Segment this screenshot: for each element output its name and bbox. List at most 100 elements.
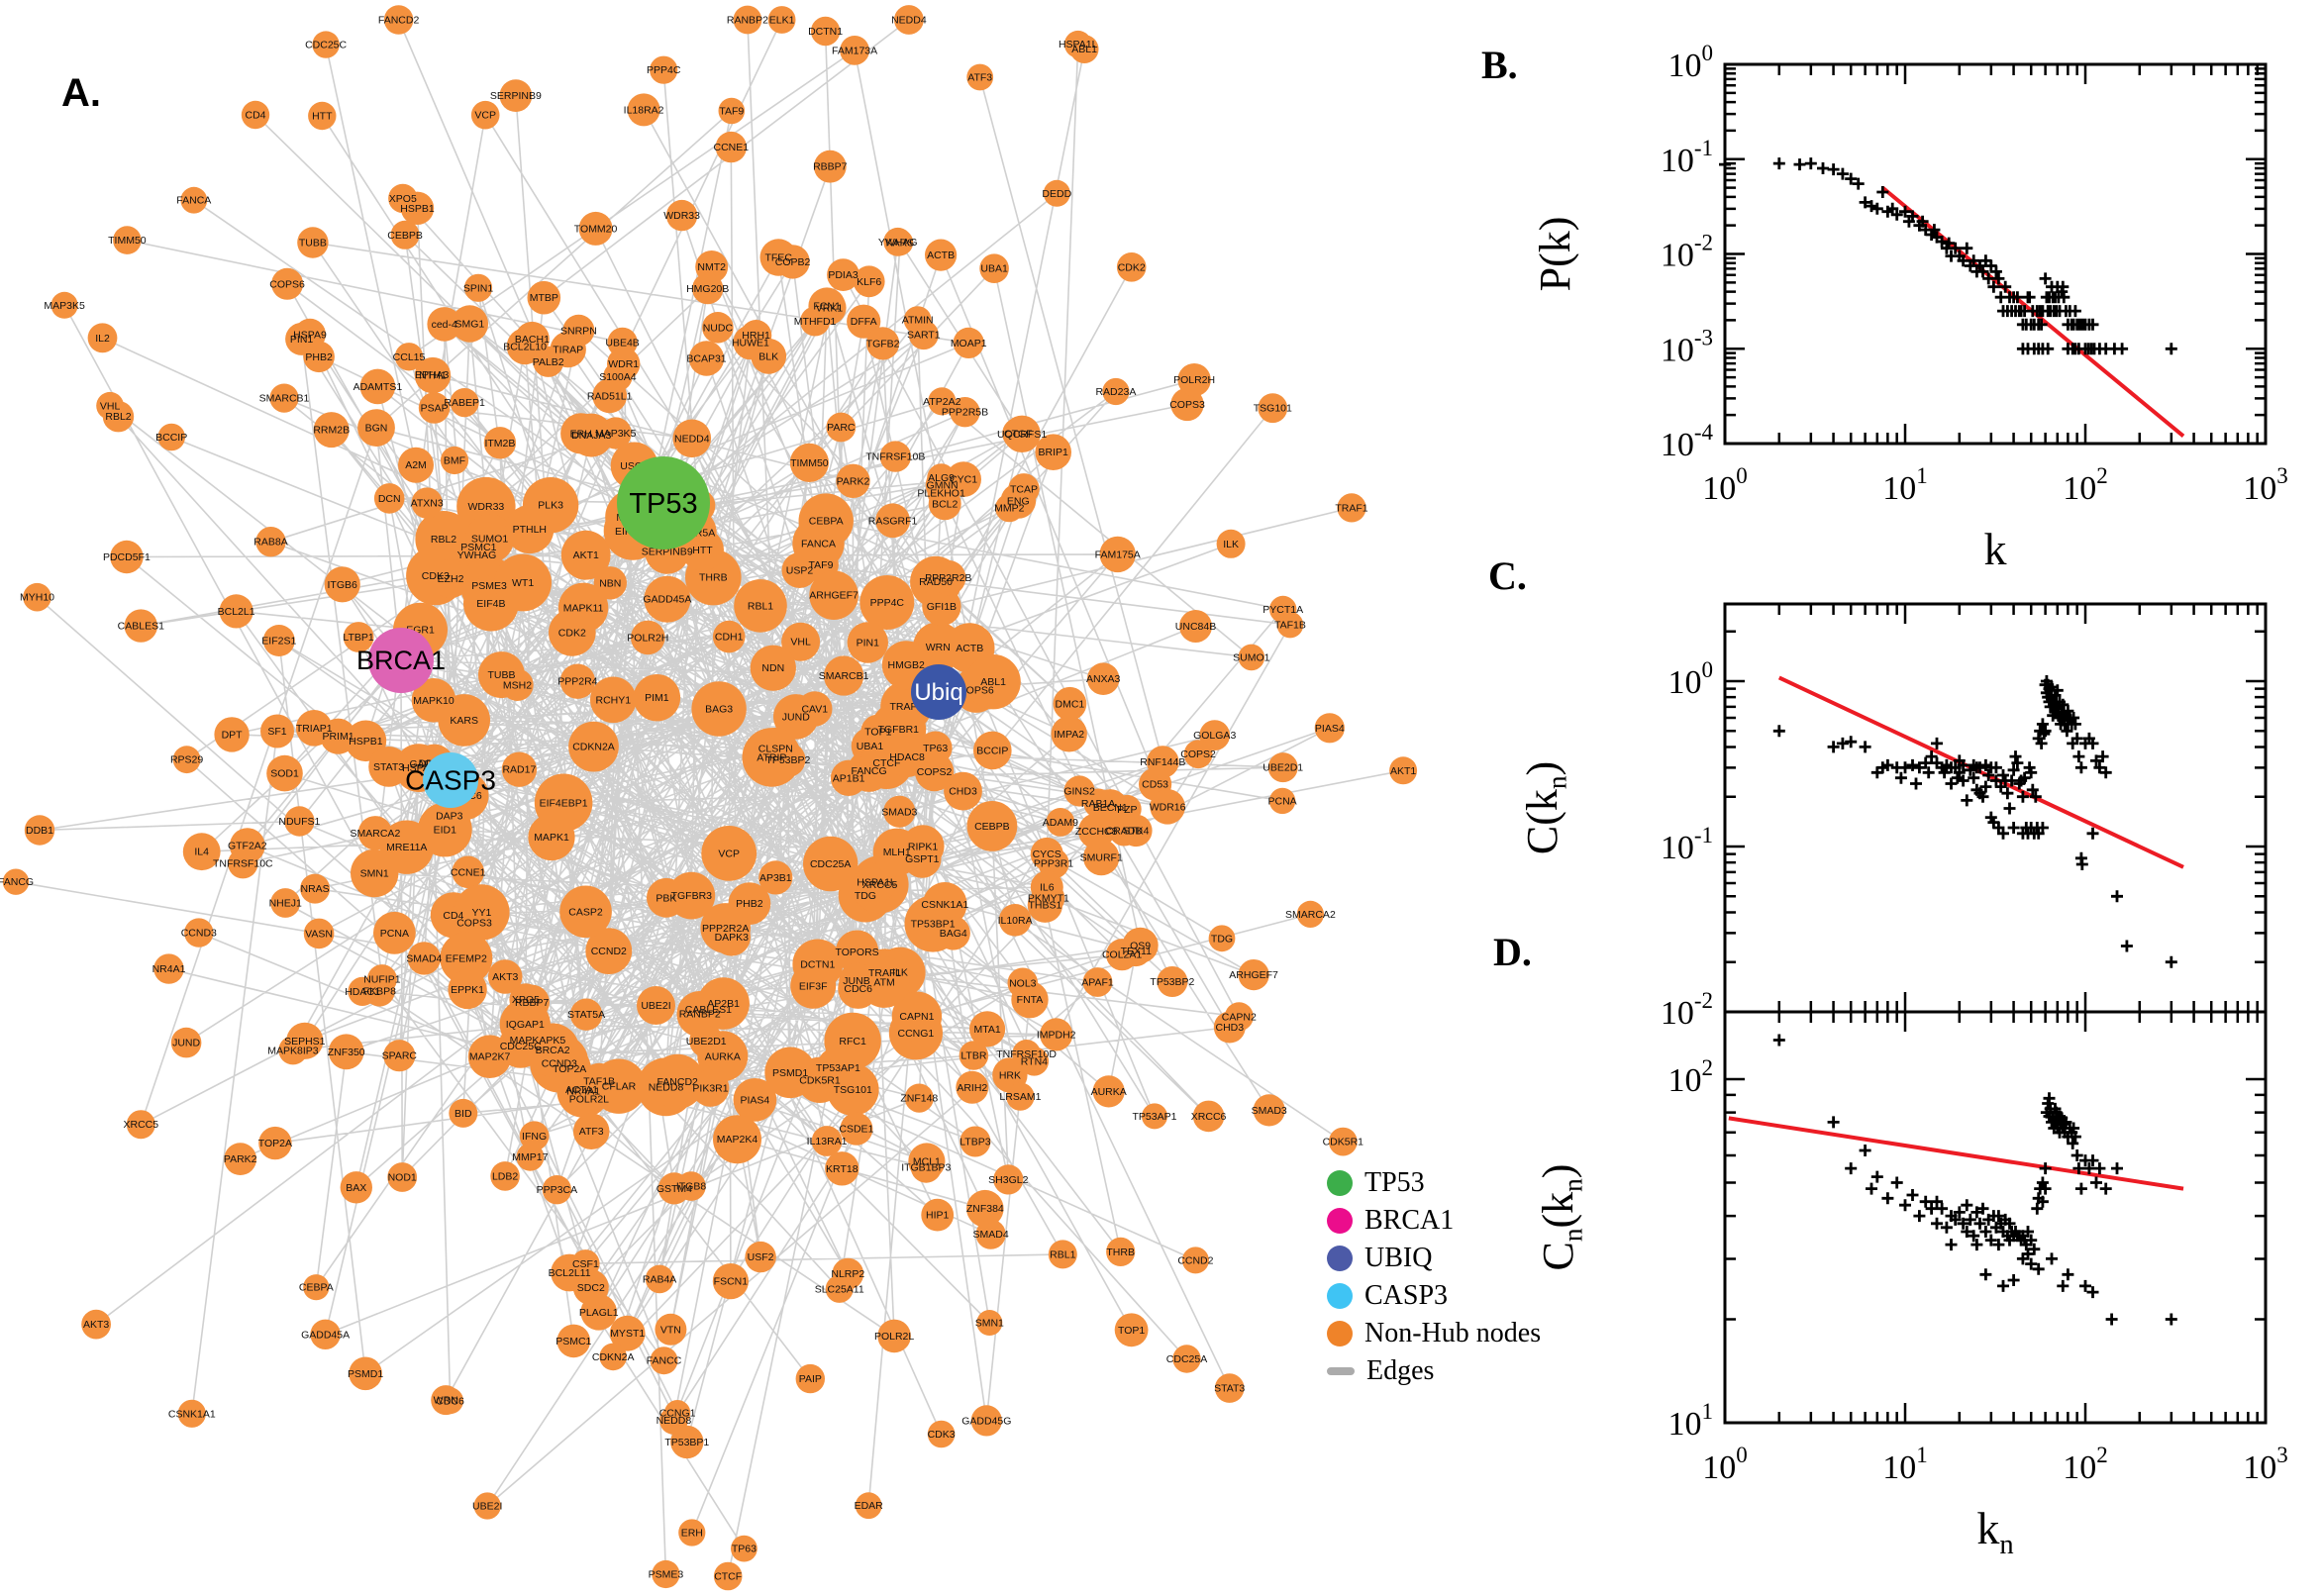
network-node	[1328, 1127, 1358, 1156]
network-node	[1051, 716, 1087, 752]
network-node-label: FAM175A	[1095, 549, 1141, 560]
network-node	[959, 1041, 989, 1070]
y-tick-label: 102	[1668, 1055, 1714, 1099]
network-node-label: STAT5A	[567, 1009, 605, 1021]
network-node	[691, 1069, 730, 1107]
ubiq-swatch-icon	[1327, 1246, 1353, 1271]
network-node-label: PPP2R2B	[925, 572, 971, 584]
network-node	[303, 918, 335, 949]
network-node-label: RIPK1	[908, 841, 939, 852]
network-node-label: BCL2L10	[503, 341, 547, 352]
network-node-label: PLEKHO1	[917, 487, 965, 499]
network-node	[494, 553, 552, 612]
network-node-label: RBL1	[1050, 1248, 1075, 1260]
network-node-label: NDUFS1	[278, 816, 320, 828]
network-node	[672, 419, 712, 458]
network-node-label: RABEP1	[444, 397, 485, 409]
network-node-label: HSPA1L	[1059, 39, 1098, 50]
network-node-label: SEPHS1	[284, 1036, 326, 1047]
network-node	[572, 1113, 610, 1149]
network-node-label: PZP	[1117, 804, 1137, 816]
x-axis-label: kn​	[1976, 1503, 2013, 1560]
network-node	[418, 392, 451, 424]
network-node-label: COPS2	[1180, 748, 1216, 760]
panel-c-label: C.	[1488, 553, 1527, 598]
network-node	[23, 582, 51, 612]
network-node-label: ARIH2	[957, 1082, 987, 1094]
network-node-label: EIF3F	[799, 980, 828, 992]
network-node-label: SMG1	[455, 319, 485, 331]
network-node	[904, 1083, 934, 1113]
network-node-label: NUFIP1	[363, 974, 401, 986]
network-node-label: CAPN2	[1222, 1011, 1257, 1023]
hub-node-tp53: TP53	[617, 456, 710, 549]
network-node	[526, 1023, 580, 1077]
network-node-label: GSPT1	[905, 853, 940, 865]
network-node-label: ATM	[873, 977, 894, 989]
network-node-label: PALB2	[533, 356, 564, 368]
legend-label: TP53	[1364, 1167, 1425, 1198]
network-node	[387, 1162, 418, 1192]
network-node-label: TRIAP1	[296, 723, 333, 735]
network-node	[241, 100, 270, 130]
network-node-label: JUND	[782, 711, 810, 723]
network-node-label: SDC2	[577, 1282, 605, 1294]
network-node-label: SPIN1	[463, 282, 494, 294]
network-node-label: EIF2S1	[261, 636, 296, 648]
network-node-label: SOD1	[270, 768, 299, 780]
legend-item-tp53: TP53	[1327, 1164, 1541, 1202]
network-node-label: EFEMP2	[446, 952, 487, 964]
network-node	[715, 131, 747, 163]
network-node-label: SUMO1	[1233, 651, 1270, 663]
y-axis-label: P(k)	[1531, 217, 1579, 292]
network-node-label: MMP2	[994, 503, 1024, 515]
network-node-label: SF1	[267, 726, 286, 738]
network-node-label: MTHFD1	[794, 316, 837, 328]
network-node-label: PLK3	[538, 500, 563, 512]
tp53-swatch-icon	[1327, 1170, 1353, 1196]
network-node-label: BACH1	[515, 334, 550, 346]
network-node-label: SLC25A11	[815, 1283, 864, 1295]
network-node	[847, 622, 888, 663]
network-node-label: ARHGEF7	[809, 590, 858, 602]
network-node	[383, 5, 414, 35]
network-node-label: SMARCA2	[1285, 909, 1336, 921]
network-node-label: CDC25A	[810, 858, 851, 870]
network-node-label: ZNF384	[966, 1203, 1004, 1215]
network-node-label: CCND3	[181, 928, 217, 940]
network-node-label: HMGB2	[888, 659, 926, 671]
network-node	[1253, 1094, 1285, 1127]
network-node-label: DAPK3	[715, 932, 750, 944]
network-node-label: BECN1	[1093, 802, 1128, 814]
network-node	[440, 446, 469, 475]
network-node-label: PPP4C	[647, 64, 681, 76]
network-node-label: ARHGEF7	[1229, 969, 1278, 981]
network-node-label: CEBPB	[387, 230, 423, 242]
network-node-label: A2M	[405, 459, 427, 471]
network-node	[966, 801, 1018, 851]
network-node-label: IL13RA1	[807, 1136, 848, 1147]
network-node-label: AP1B1	[833, 772, 865, 784]
network-node-label: TGFB2	[866, 338, 900, 349]
network-node	[96, 391, 124, 420]
network-node-label: MAP2K4	[717, 1134, 758, 1146]
network-node-label: TP53AP1	[1133, 1111, 1177, 1123]
network-node	[388, 183, 418, 214]
network-node	[691, 681, 747, 737]
network-node	[811, 1126, 843, 1156]
network-node-label: TOP2A	[258, 1138, 292, 1149]
network-node	[644, 575, 691, 623]
network-node	[1389, 756, 1418, 785]
network-node-label: ITGB6	[328, 579, 358, 591]
network-node-label: CASP2	[568, 906, 603, 918]
network-node	[650, 1347, 678, 1375]
network-node-label: CCND3	[542, 1057, 577, 1069]
network-node	[534, 773, 593, 833]
network-node-label: SMN1	[360, 868, 389, 880]
network-node	[965, 654, 1021, 710]
network-node	[1150, 789, 1185, 825]
network-node-label: TIRAP	[553, 345, 583, 356]
network-node-label: EZH2	[438, 573, 464, 585]
network-node-label: GMNN	[927, 479, 959, 491]
network-node-label: RPS29	[170, 754, 203, 766]
